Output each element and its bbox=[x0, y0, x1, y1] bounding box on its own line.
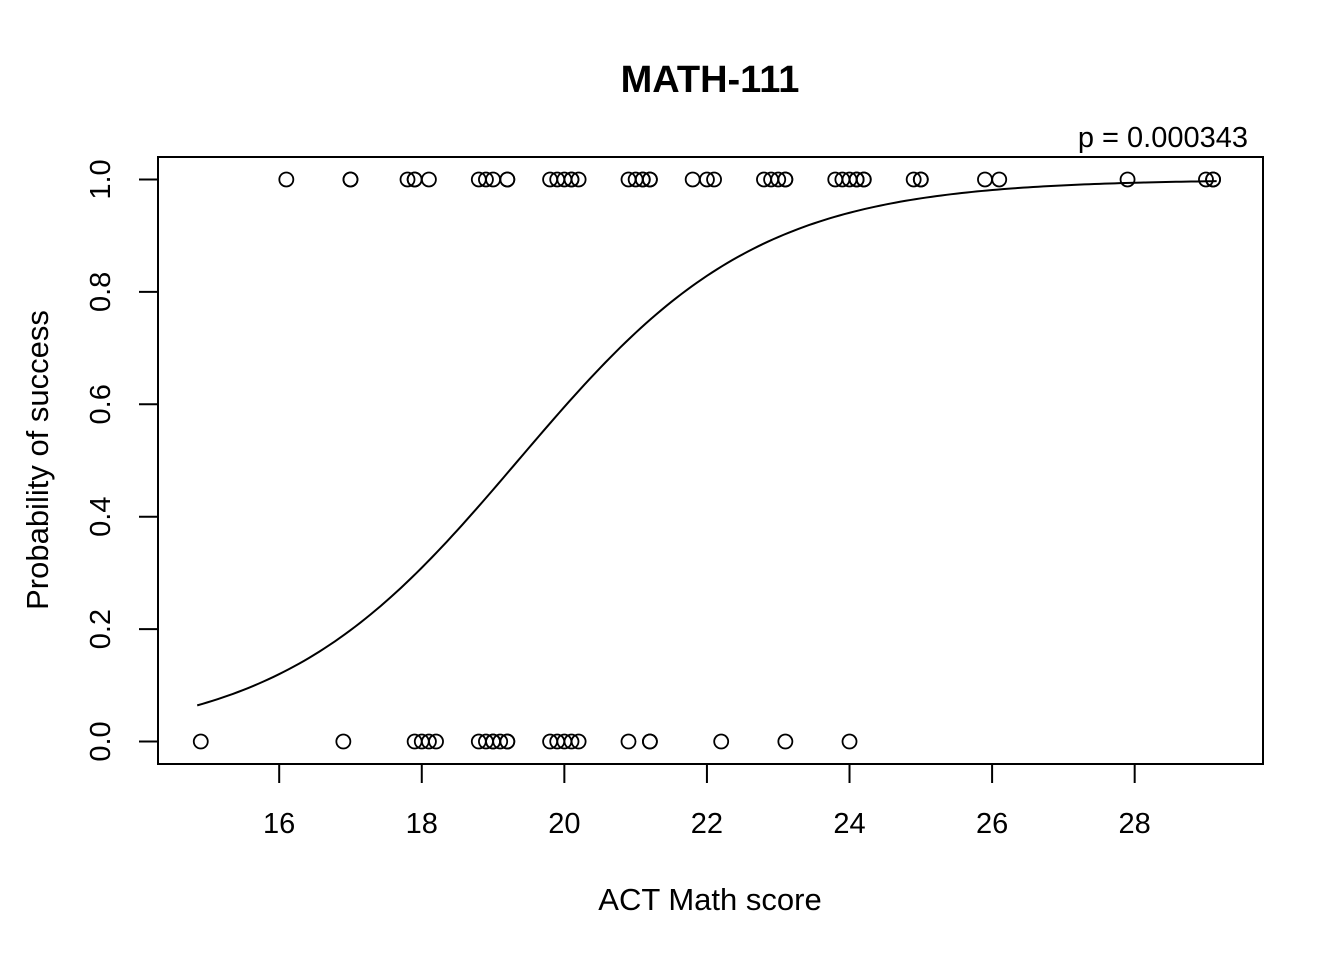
data-point bbox=[399, 171, 416, 188]
data-point bbox=[563, 733, 580, 750]
x-tick-label: 24 bbox=[833, 808, 865, 840]
y-tick-label: 0.8 bbox=[85, 272, 117, 312]
data-point bbox=[855, 171, 872, 188]
data-point bbox=[991, 171, 1008, 188]
data-point bbox=[642, 733, 658, 750]
data-point bbox=[642, 171, 658, 188]
data-point bbox=[777, 733, 794, 750]
data-point bbox=[713, 733, 730, 750]
x-tick-label: 26 bbox=[976, 808, 1008, 840]
x-tick-label: 28 bbox=[1119, 808, 1151, 840]
y-axis: 0.0 0.2 0.4 0.6 0.8 1.0 bbox=[85, 159, 159, 762]
x-axis-label: ACT Math score bbox=[598, 882, 821, 917]
data-point bbox=[478, 171, 494, 188]
data-point bbox=[192, 733, 209, 750]
p-value-annotation: p = 0.000343 bbox=[1078, 122, 1248, 154]
fitted-curve-layer bbox=[196, 180, 1217, 707]
data-point bbox=[977, 171, 993, 188]
x-axis: 16 18 20 22 24 26 28 bbox=[263, 763, 1151, 840]
data-point bbox=[841, 733, 858, 750]
x-tick-label: 18 bbox=[406, 808, 438, 840]
data-point bbox=[563, 171, 580, 188]
data-point bbox=[905, 171, 922, 188]
data-point bbox=[278, 171, 295, 188]
y-tick-label: 0.0 bbox=[85, 721, 117, 761]
data-point bbox=[499, 733, 516, 750]
data-point bbox=[1119, 171, 1136, 188]
data-point bbox=[570, 171, 587, 188]
data-point bbox=[912, 171, 929, 188]
data-point bbox=[335, 733, 352, 750]
data-point bbox=[770, 171, 787, 188]
x-tick-label: 16 bbox=[263, 808, 295, 840]
fitted-logistic-curve bbox=[196, 180, 1217, 707]
data-point bbox=[777, 171, 794, 188]
y-tick-label: 1.0 bbox=[85, 159, 117, 199]
data-point bbox=[706, 171, 722, 188]
data-point bbox=[684, 171, 701, 188]
data-point bbox=[1198, 171, 1214, 188]
data-point bbox=[499, 171, 516, 188]
data-points-layer bbox=[192, 171, 1221, 750]
x-tick-label: 20 bbox=[548, 808, 580, 840]
x-tick-label: 22 bbox=[691, 808, 723, 840]
y-axis-label: Probability of success bbox=[20, 310, 55, 610]
data-point bbox=[848, 171, 865, 188]
data-point bbox=[699, 171, 715, 188]
data-point bbox=[570, 733, 587, 750]
data-point bbox=[492, 733, 509, 750]
data-point bbox=[634, 171, 651, 188]
data-point bbox=[421, 733, 437, 750]
y-tick-label: 0.6 bbox=[85, 384, 117, 424]
y-tick-label: 0.4 bbox=[85, 497, 117, 537]
chart-title: MATH-111 bbox=[621, 59, 800, 101]
data-point bbox=[342, 171, 359, 188]
y-tick-label: 0.2 bbox=[85, 609, 117, 649]
data-point bbox=[1205, 171, 1221, 188]
plot-frame bbox=[157, 156, 1264, 765]
data-point bbox=[428, 733, 444, 750]
data-point bbox=[620, 733, 637, 750]
data-point bbox=[421, 171, 437, 188]
